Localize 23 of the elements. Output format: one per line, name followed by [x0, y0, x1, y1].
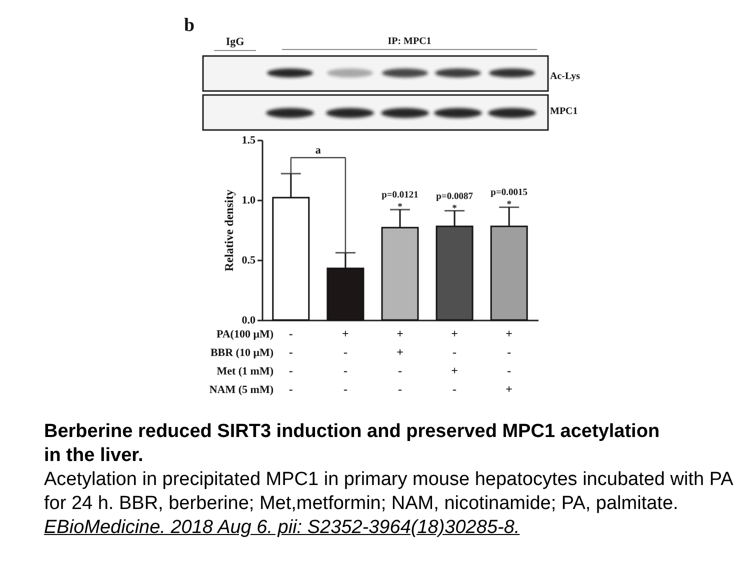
x-axis-title: PA(100 μM) BBR (10 μM) Met (1 mM) NAM (5 mM)	[209, 328, 274, 396]
y-tick-label: 1.0	[242, 194, 256, 206]
annotation: p=0.0015 *	[490, 188, 528, 210]
x-tick-label: + - - +	[506, 326, 513, 396]
text: Ac-Lys	[550, 71, 580, 82]
annotation: p=0.0121 *	[382, 190, 419, 213]
x-tick-label: - - - -	[288, 326, 293, 396]
y-tick-label: 1.5	[242, 134, 256, 146]
x-tick-label: + + - -	[396, 326, 404, 396]
x-tick-label: + - - -	[342, 326, 350, 396]
y-axis-title: Relative density	[222, 190, 236, 272]
text: IgG	[214, 36, 256, 52]
annotation: a	[315, 144, 322, 157]
y-tick-label: 0.5	[242, 254, 256, 266]
annotation: p=0.0087 *	[436, 192, 474, 214]
text: EBioMedicine. 2018 Aug 6. pii: S2352-3964(18)30285-8.	[44, 516, 520, 540]
text: b	[184, 15, 195, 37]
text: Berberine reduced SIRT3 induction and preserved MPC1 acetylation in the liver.	[44, 420, 661, 468]
text: MPC1	[550, 106, 578, 117]
text: IP: MPC1	[282, 36, 537, 50]
y-tick-label: 0.0	[242, 314, 256, 326]
text: Acetylation in precipitated MPC1 in primary mouse hepatocytes incubated with PA for 24 h. BBR, berberine; Met,metformin; NAM, nicotinamide; PA, palmitate.	[44, 468, 734, 516]
x-tick-label: + - + -	[451, 326, 458, 396]
